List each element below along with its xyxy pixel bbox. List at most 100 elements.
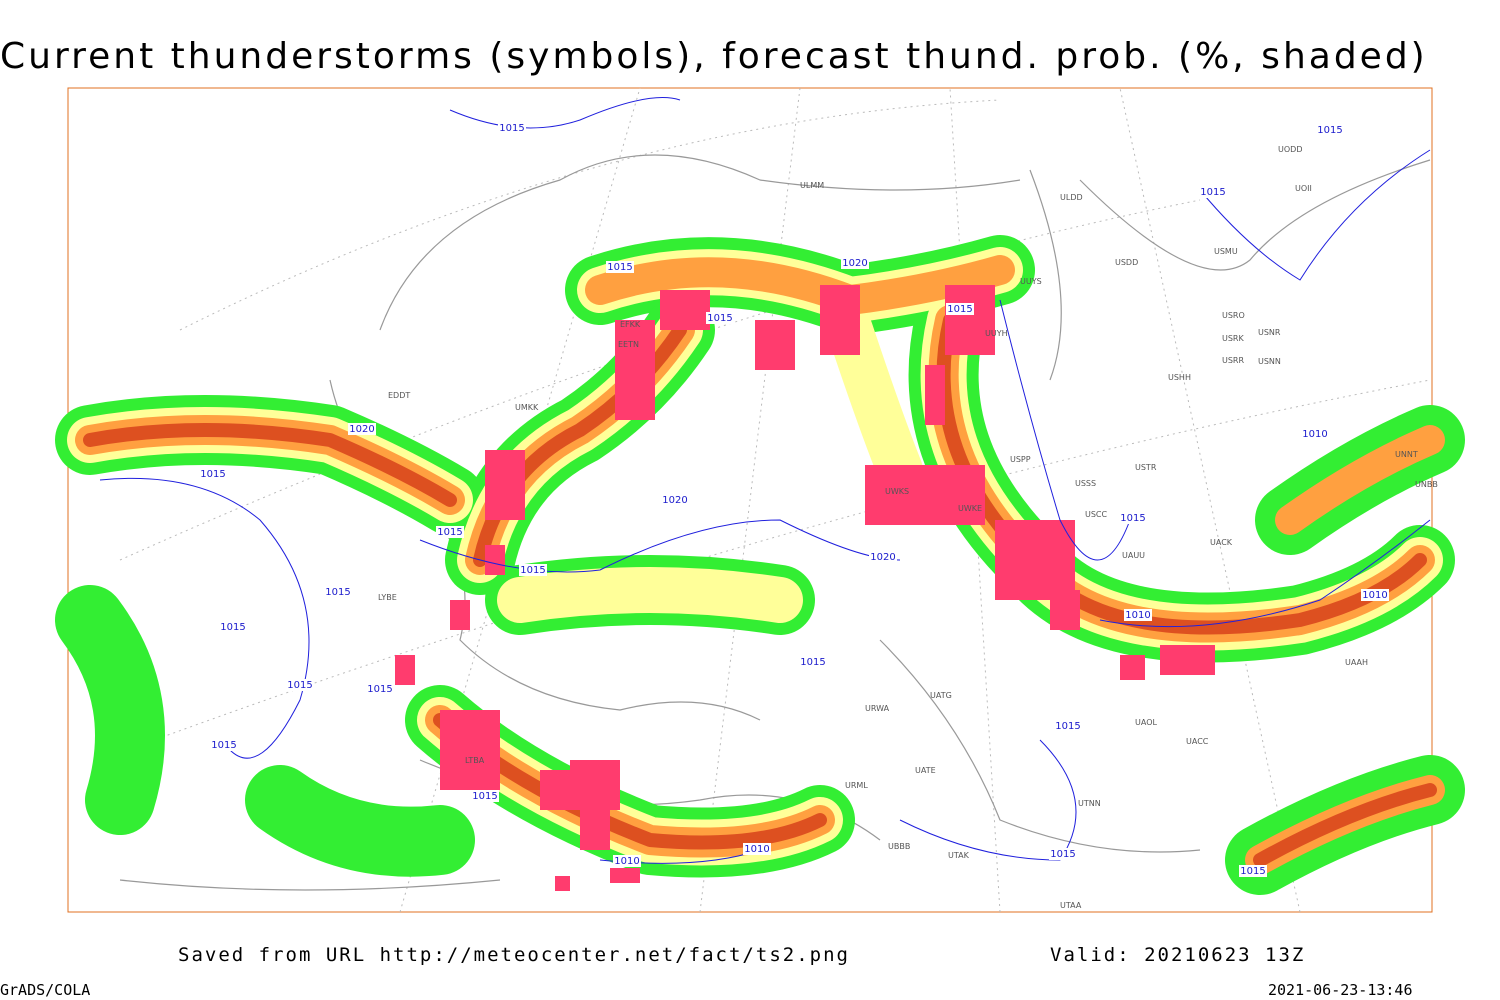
isobar-label: 1015: [287, 680, 312, 691]
station-code: UBBB: [888, 842, 910, 851]
station-code: UODD: [1278, 145, 1302, 154]
isobar-label: 1015: [437, 527, 462, 538]
isobar-label: 1015: [607, 262, 632, 273]
station-labels: ULMM ULDD USDD UUYS UUYH USHH USSS USCC EFKK EETN…: [378, 145, 1438, 910]
isobar-label-box: [1239, 865, 1267, 877]
isobar-label-box: [436, 526, 464, 538]
isobar-label: 1015: [200, 469, 225, 480]
station-code: USRR: [1222, 356, 1244, 365]
station-code: USDD: [1115, 258, 1138, 267]
thunderstorm-areas: [395, 285, 1215, 891]
station-code: USNR: [1258, 328, 1281, 337]
title: Current thunderstorms (symbols), forecas…: [0, 36, 1428, 77]
isobar-label: 1015: [1200, 187, 1225, 198]
station-code: EFKK: [620, 320, 641, 329]
isobar-label-box: [841, 257, 869, 269]
software: GrADS/COLA: [0, 981, 90, 999]
isobar-label-box: [743, 843, 771, 855]
isobar-label-box: [706, 312, 734, 324]
station-code: USCC: [1085, 510, 1108, 519]
isobar-label: 1015: [472, 791, 497, 802]
station-code: UUYS: [1020, 277, 1042, 286]
station-code: ULMM: [800, 181, 824, 190]
isobar-label-box: [366, 683, 394, 695]
probability-shading: [55, 235, 1465, 895]
valid-time: Valid: 20210623 13Z: [1050, 944, 1305, 966]
isobar-label: 1010: [1362, 590, 1387, 601]
isobar-label: 1020: [842, 258, 867, 269]
station-code: LYBE: [378, 593, 397, 602]
station-code: UTAK: [948, 851, 970, 860]
isobar-label: 1020: [349, 424, 374, 435]
isobar-label-box: [1301, 428, 1329, 440]
isobar-label-box: [1119, 512, 1147, 524]
isobar-label-box: [946, 303, 974, 315]
station-code: USSS: [1075, 479, 1096, 488]
isobar-label: 1015: [1050, 849, 1075, 860]
timestamp: 2021-06-23-13:46: [1268, 981, 1413, 999]
isobar-label: 1020: [662, 495, 687, 506]
isobar-label: 1010: [1302, 429, 1327, 440]
station-code: UATE: [915, 766, 936, 775]
station-code: EDDT: [388, 391, 410, 400]
station-code: EETN: [618, 340, 639, 349]
isobar-label: 1015: [1240, 866, 1265, 877]
station-code: UAUU: [1122, 551, 1145, 560]
station-code: USNN: [1258, 357, 1281, 366]
isobar-label: 1015: [367, 684, 392, 695]
isobar-labels: 1015 1015 1015 1015 1015 1015 1015 1015 1015 1015…: [199, 122, 1389, 877]
map: 1015 1015 1015 1015 1015 1015 1015 1015 1015 1015…: [55, 87, 1465, 913]
isobar-label-box: [1361, 589, 1389, 601]
station-code: USMU: [1214, 247, 1238, 256]
station-code: URWA: [865, 704, 890, 713]
station-code: UTNN: [1078, 799, 1101, 808]
isobar-label: 1015: [520, 565, 545, 576]
station-code: UACC: [1186, 737, 1209, 746]
isobar-label-box: [219, 621, 247, 633]
isobar-label-box: [348, 423, 376, 435]
station-code: LTBA: [465, 756, 485, 765]
isobar-label-box: [519, 564, 547, 576]
source-url: Saved from URL http://meteocenter.net/fa…: [178, 944, 850, 966]
station-code: UNBB: [1415, 480, 1438, 489]
isobar-label-box: [1054, 720, 1082, 732]
station-code: USPP: [1010, 455, 1031, 464]
station-code: UAAH: [1345, 658, 1368, 667]
station-code: ULDD: [1060, 193, 1083, 202]
isobar-label-box: [1316, 124, 1344, 136]
station-code: UMKK: [515, 403, 539, 412]
isobar-label-box: [324, 586, 352, 598]
station-code: UOII: [1295, 184, 1312, 193]
isobar-label: 1015: [325, 587, 350, 598]
isobar-label-box: [210, 739, 238, 751]
isobar-label: 1015: [499, 123, 524, 134]
isobars: [99, 97, 1431, 864]
isobar-label-box: [471, 790, 499, 802]
isobar-label: 1020: [870, 552, 895, 563]
isobar-label-box: [606, 261, 634, 273]
isobar-label: 1015: [211, 740, 236, 751]
station-code: UAOL: [1135, 718, 1157, 727]
station-code: USHH: [1168, 373, 1191, 382]
isobar-label: 1010: [1125, 610, 1150, 621]
isobar-label-box: [1199, 186, 1227, 198]
isobar-label: 1015: [947, 304, 972, 315]
station-code: UWKE: [958, 504, 982, 513]
isobar-label: 1015: [800, 657, 825, 668]
station-code: UATG: [930, 691, 952, 700]
station-code: USRK: [1222, 334, 1244, 343]
isobar-label-box: [661, 494, 689, 506]
isobar-label: 1010: [614, 856, 639, 867]
isobar-label-box: [199, 468, 227, 480]
isobar-label-box: [613, 855, 641, 867]
isobar-label: 1015: [220, 622, 245, 633]
isobar-label: 1015: [1055, 721, 1080, 732]
isobar-label-box: [869, 551, 897, 563]
isobar-label-box: [1124, 609, 1152, 621]
station-code: URML: [845, 781, 868, 790]
station-code: UWKS: [885, 487, 909, 496]
isobar-label-box: [799, 656, 827, 668]
isobar-label-box: [286, 679, 314, 691]
isobar-label: 1015: [1317, 125, 1342, 136]
